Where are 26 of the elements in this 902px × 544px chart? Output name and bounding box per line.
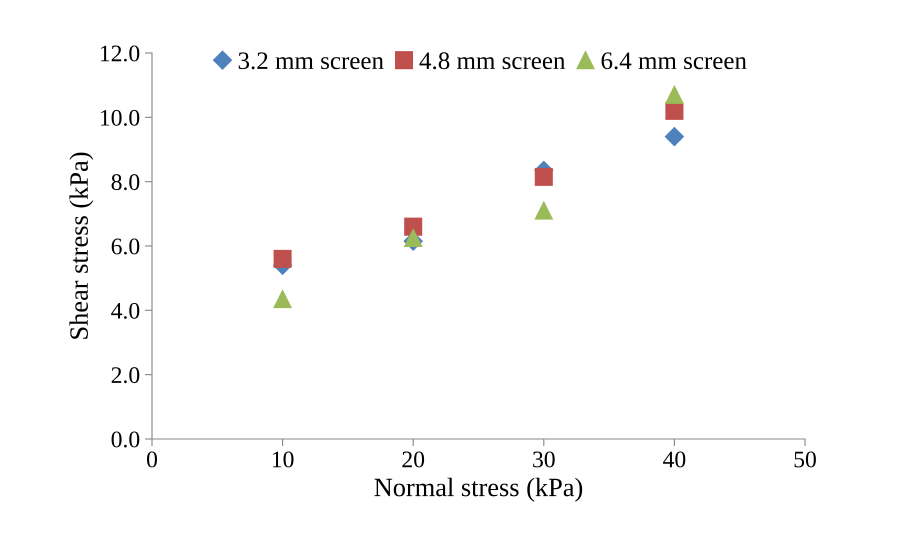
legend-label: 4.8 mm screen bbox=[419, 52, 566, 70]
x-tick-label: 30 bbox=[533, 451, 555, 468]
point bbox=[534, 202, 553, 220]
point bbox=[274, 290, 292, 308]
legend-label: 6.4 mm screen bbox=[602, 52, 747, 70]
point bbox=[404, 218, 422, 236]
x-tick-label: 50 bbox=[794, 451, 816, 468]
point bbox=[404, 228, 422, 247]
y-axis-title: Shear stress (kPa) bbox=[69, 152, 94, 339]
y-tick-label: 12.0 bbox=[100, 45, 140, 62]
point bbox=[534, 168, 553, 186]
x-tick-label: 40 bbox=[663, 451, 686, 468]
y-tick-label: 2.0 bbox=[112, 367, 140, 384]
point bbox=[274, 250, 292, 268]
y-tick-label: 4.0 bbox=[111, 302, 140, 319]
x-tick-label: 0 bbox=[146, 451, 158, 468]
point bbox=[665, 86, 684, 104]
x-tick-label: 10 bbox=[272, 451, 294, 468]
y-tick-label: 10.0 bbox=[100, 110, 140, 126]
y-tick-label: 6.0 bbox=[112, 238, 140, 255]
y-tick-label: 0.0 bbox=[112, 431, 140, 448]
legend-label: 3.2 mm screen bbox=[238, 52, 384, 70]
x-tick-label: 20 bbox=[402, 451, 424, 468]
point bbox=[664, 127, 684, 146]
y-tick-label: 8.0 bbox=[112, 174, 140, 190]
x-axis-title: Normal stress (kPa) bbox=[374, 478, 582, 502]
